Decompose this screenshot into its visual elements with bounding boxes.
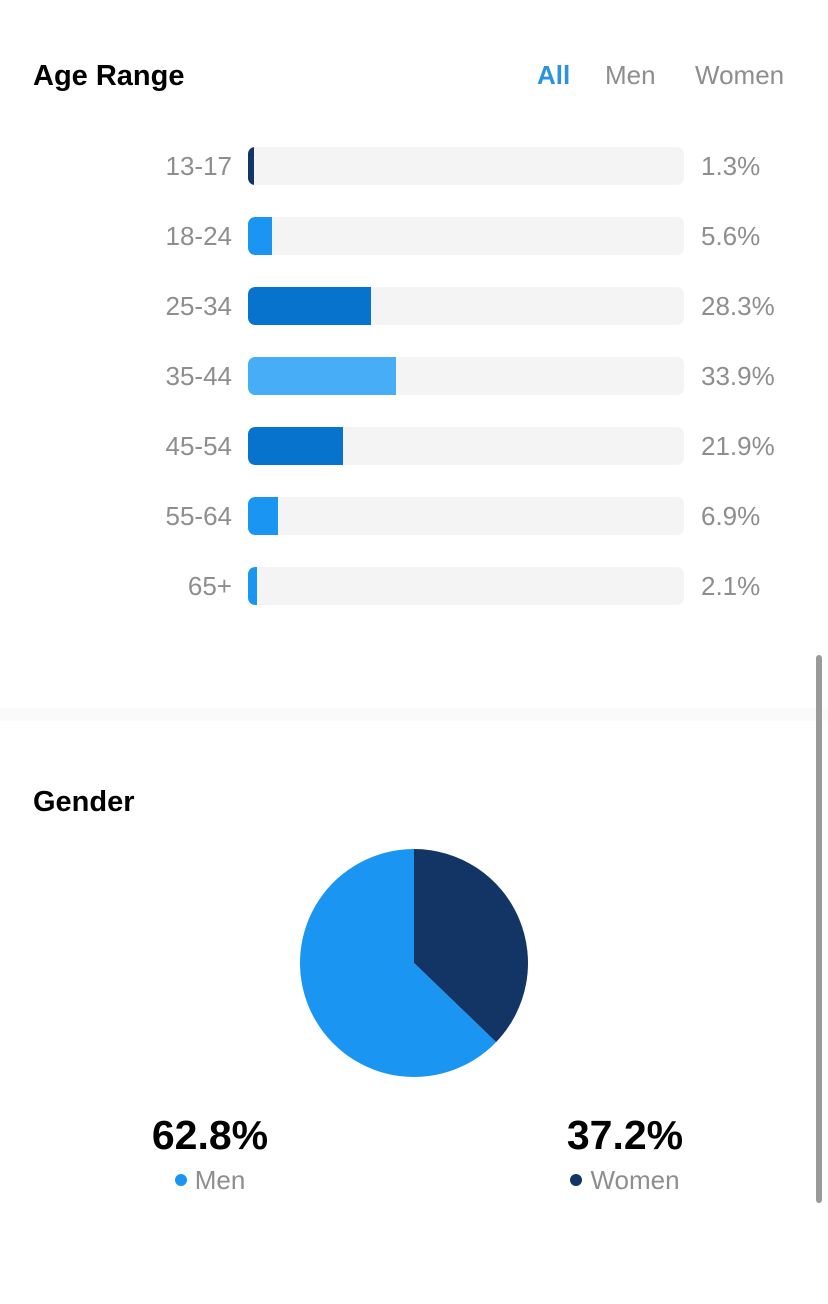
vertical-scrollbar[interactable] <box>816 655 822 1203</box>
age-value-label: 5.6% <box>701 221 761 251</box>
women-legend-label: Women <box>555 1165 695 1196</box>
age-row: 55-64 6.9% <box>0 497 828 535</box>
age-bar-track <box>248 357 684 395</box>
pie-slice-men <box>300 849 497 1077</box>
age-bar-track <box>248 287 684 325</box>
age-category-label: 18-24 <box>165 221 233 251</box>
age-category-label: 55-64 <box>165 501 233 531</box>
men-legend-text: Men <box>194 1165 246 1195</box>
age-category-label: 45-54 <box>165 431 233 461</box>
age-row: 25-34 28.3% <box>0 287 828 325</box>
men-legend-dot <box>174 1174 187 1187</box>
gender-pie-chart <box>300 849 528 1077</box>
age-value-label: 2.1% <box>701 571 761 601</box>
age-bar <box>248 497 279 535</box>
age-bar <box>248 147 254 185</box>
pie-slice-women <box>414 849 528 1043</box>
age-category-label: 25-34 <box>165 291 233 321</box>
age-bar-track <box>248 567 684 605</box>
gender-title: Gender <box>33 786 135 818</box>
women-percent: 37.2% <box>566 1112 684 1158</box>
tab-men[interactable]: Men <box>605 60 656 90</box>
women-legend-text: Women <box>590 1165 680 1195</box>
section-divider <box>0 708 828 721</box>
age-category-label: 35-44 <box>165 361 233 391</box>
age-row: 65+ 2.1% <box>0 567 828 605</box>
age-value-label: 6.9% <box>701 501 761 531</box>
age-bar <box>248 567 258 605</box>
men-legend-label: Men <box>140 1165 280 1196</box>
men-percent: 62.8% <box>151 1112 269 1158</box>
tab-all[interactable]: All <box>537 60 571 90</box>
legend-women: 37.2% Women <box>555 1112 695 1196</box>
age-bar-track <box>248 147 684 185</box>
age-row: 45-54 21.9% <box>0 427 828 465</box>
age-value-label: 28.3% <box>701 291 775 321</box>
age-row: 35-44 33.9% <box>0 357 828 395</box>
age-range-title: Age Range <box>33 60 185 92</box>
age-bar-track <box>248 427 684 465</box>
age-bar <box>248 357 396 395</box>
tab-women[interactable]: Women <box>695 60 785 90</box>
age-value-label: 1.3% <box>701 151 761 181</box>
age-row: 18-24 5.6% <box>0 217 828 255</box>
age-bar-track <box>248 217 684 255</box>
age-category-label: 65+ <box>187 571 232 601</box>
legend-men: 62.8% Men <box>140 1112 280 1196</box>
age-value-label: 33.9% <box>701 361 775 391</box>
age-value-label: 21.9% <box>701 431 775 461</box>
age-bar <box>248 427 344 465</box>
age-bar <box>248 287 372 325</box>
women-legend-dot <box>570 1174 583 1187</box>
age-category-label: 13-17 <box>165 151 233 181</box>
age-bar <box>248 217 273 255</box>
age-bar-track <box>248 497 684 535</box>
age-row: 13-17 1.3% <box>0 147 828 185</box>
